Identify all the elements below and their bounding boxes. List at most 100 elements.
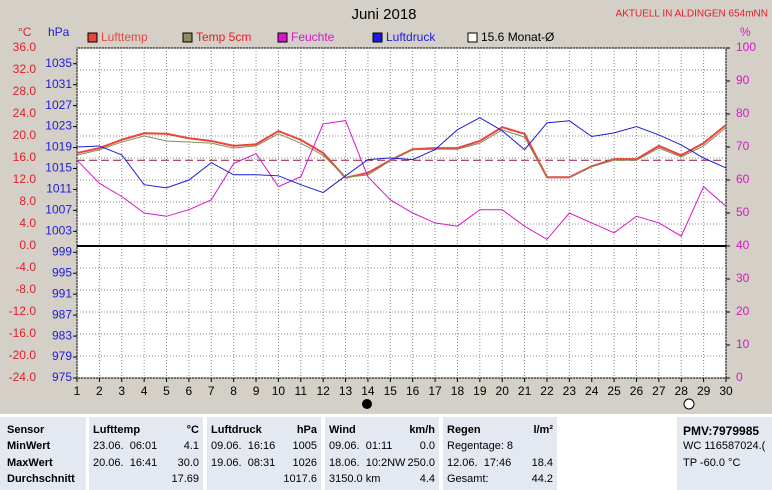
- x-tick-label: 22: [540, 384, 554, 398]
- column-unit: °C: [186, 424, 199, 436]
- y3-tick-label: 10: [736, 337, 750, 351]
- y-tick-label: 0.0: [19, 238, 36, 252]
- chart: Juni 2018 AKTUELL IN ALDINGEN 654mNN °C …: [9, 6, 768, 410]
- x-tick-label: 6: [186, 384, 193, 398]
- y2-tick-label: 1019: [45, 140, 72, 154]
- column-header: Wind: [329, 424, 356, 436]
- y2-tick-label: 979: [52, 349, 72, 363]
- y3-tick-label: 30: [736, 271, 750, 285]
- side-text: WC 116587024.(: [683, 440, 766, 452]
- x-tick-label: 18: [451, 384, 465, 398]
- x-tick-label: 21: [518, 384, 532, 398]
- stats-column: Regen l/m² Regentage: 8 12.06. 17:46 18.4 Ges…: [443, 417, 557, 490]
- y3-tick-label: 50: [736, 205, 750, 219]
- y-tick-label: 20.0: [13, 128, 37, 142]
- stats-column: Wind km/h 09.06. 01:11 0.0 18.06. 10:2NW 250.…: [325, 417, 439, 490]
- x-tick-label: 1: [74, 384, 81, 398]
- x-tick-label: 24: [585, 384, 599, 398]
- stats-column: Luftdruck hPa 09.06. 16:16 1005 19.06. 08:31…: [207, 417, 321, 490]
- y2-tick-label: 987: [52, 307, 72, 321]
- x-tick-label: 10: [272, 384, 286, 398]
- y2-tick-label: 991: [52, 286, 72, 300]
- y-tick-label: 36.0: [13, 40, 37, 54]
- x-tick-label: 30: [719, 384, 733, 398]
- cell-value: 4.1: [183, 440, 199, 452]
- cell-value: 1005: [292, 440, 317, 452]
- x-tick-label: 20: [496, 384, 510, 398]
- legend-swatch: [277, 32, 288, 43]
- x-tick-label: 25: [607, 384, 621, 398]
- cell-value: 250.0: [407, 457, 435, 469]
- cell-value: 4.4: [419, 473, 435, 485]
- row-label: MinWert: [7, 440, 51, 452]
- plot-area: [76, 47, 727, 379]
- y2-tick-label: 1027: [45, 98, 72, 112]
- side-text: PMV:7979985: [683, 424, 760, 438]
- column-unit: km/h: [409, 424, 435, 436]
- y2-tick-label: 1023: [45, 119, 72, 133]
- y-unit: °C: [18, 25, 32, 39]
- y3-tick-label: 100: [736, 40, 756, 54]
- legend-label: 15.6 Monat-Ø: [481, 30, 554, 44]
- legend-swatch: [467, 32, 478, 43]
- x-tick-label: 2: [96, 384, 103, 398]
- x-tick-label: 4: [141, 384, 148, 398]
- y3-tick-label: 0: [736, 370, 743, 384]
- legend-swatch: [182, 32, 193, 43]
- cell-text: 3150.0 km: [329, 473, 381, 485]
- y2-tick-label: 999: [52, 244, 72, 258]
- side-text: TP -60.0 °C: [683, 457, 741, 469]
- legend-swatch: [372, 32, 383, 43]
- y3-tick-label: 60: [736, 172, 750, 186]
- cell-text: 19.06. 08:31: [211, 457, 276, 469]
- y3-tick-label: 80: [736, 106, 750, 120]
- y2-tick-label: 1015: [45, 161, 72, 175]
- y3-unit: %: [740, 25, 751, 39]
- y3-tick-label: 20: [736, 304, 750, 318]
- legend-label: Feuchte: [291, 30, 335, 44]
- x-tick-label: 29: [697, 384, 711, 398]
- x-tick-label: 27: [652, 384, 666, 398]
- column-header: Lufttemp: [93, 424, 141, 436]
- column-header: Luftdruck: [211, 424, 262, 436]
- x-tick-label: 26: [630, 384, 644, 398]
- cell-text: 09.06. 01:11: [329, 440, 393, 452]
- y3-tick-label: 40: [736, 238, 750, 252]
- x-tick-label: 14: [361, 384, 375, 398]
- y-tick-label: -12.0: [9, 304, 37, 318]
- x-tick-label: 23: [563, 384, 577, 398]
- column-unit: hPa: [296, 424, 317, 436]
- x-tick-label: 7: [208, 384, 215, 398]
- x-tick-label: 17: [428, 384, 442, 398]
- y2-tick-label: 1007: [45, 203, 72, 217]
- series-line: [76, 120, 727, 241]
- y-tick-label: 8.0: [19, 194, 36, 208]
- cell-text: 12.06. 17:46: [447, 457, 512, 469]
- x-tick-label: 9: [253, 384, 260, 398]
- legend-label: Luftdruck: [386, 30, 436, 44]
- cell-value: 1026: [292, 457, 317, 469]
- cell-value: 1017.6: [283, 473, 317, 485]
- cell-text: 18.06. 10:2NW: [329, 457, 406, 469]
- stats-column: Lufttemp °C 23.06. 06:01 4.1 20.06. 16:41 30.…: [89, 417, 203, 490]
- legend-swatch: [87, 32, 98, 43]
- y-tick-label: -4.0: [15, 260, 36, 274]
- moon-new: [362, 399, 372, 409]
- y-tick-label: -8.0: [15, 282, 36, 296]
- y2-unit: hPa: [48, 25, 70, 39]
- row-label: MaxWert: [7, 457, 53, 469]
- cell-text: 09.06. 16:16: [211, 440, 276, 452]
- y-tick-label: -20.0: [9, 348, 37, 362]
- x-tick-label: 8: [230, 384, 237, 398]
- y2-tick-label: 995: [52, 265, 72, 279]
- column-unit: l/m²: [533, 424, 553, 436]
- x-tick-label: 13: [339, 384, 353, 398]
- chart-title: Juni 2018: [351, 6, 416, 23]
- x-tick-label: 3: [118, 384, 125, 398]
- y2-tick-label: 1031: [45, 77, 72, 91]
- station-label: AKTUELL IN ALDINGEN 654mNN: [616, 9, 768, 20]
- x-tick-label: 11: [295, 384, 308, 398]
- column-header: Regen: [447, 424, 481, 436]
- row-label: Sensor: [7, 424, 45, 436]
